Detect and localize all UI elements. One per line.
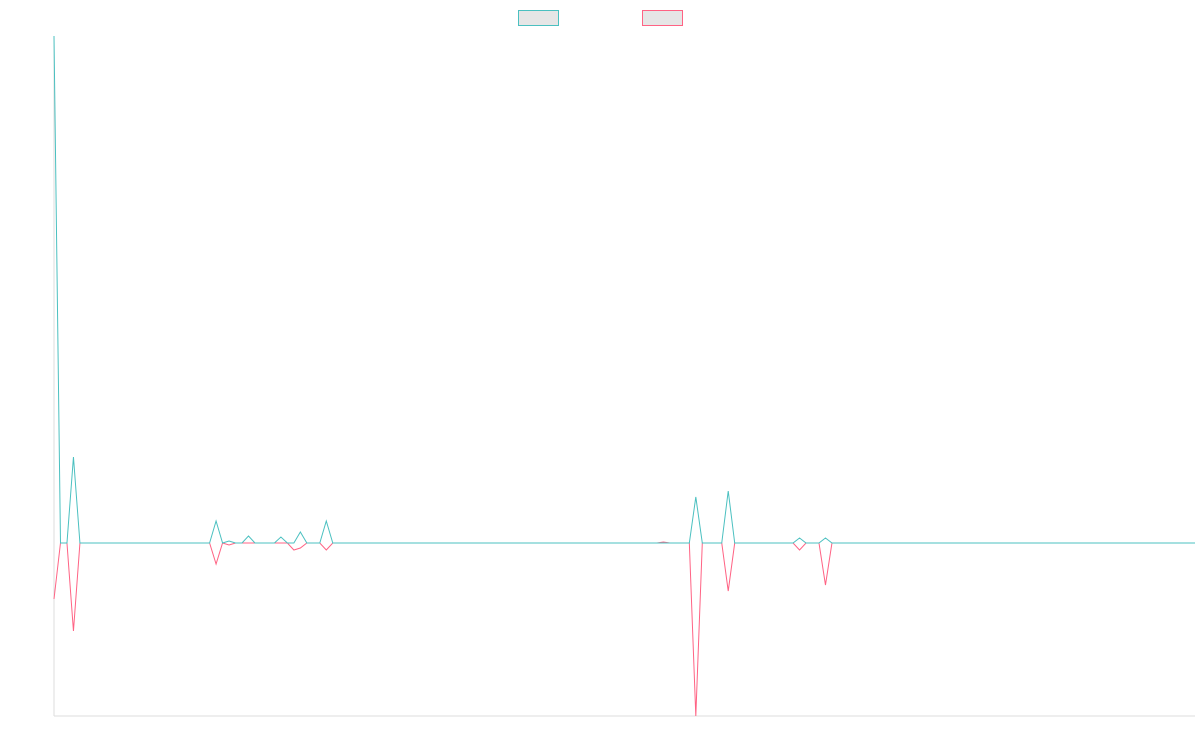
data-line <box>53 35 1195 544</box>
legend-swatch <box>518 10 559 26</box>
legend-swatch <box>642 10 683 26</box>
data-line <box>53 541 1195 717</box>
